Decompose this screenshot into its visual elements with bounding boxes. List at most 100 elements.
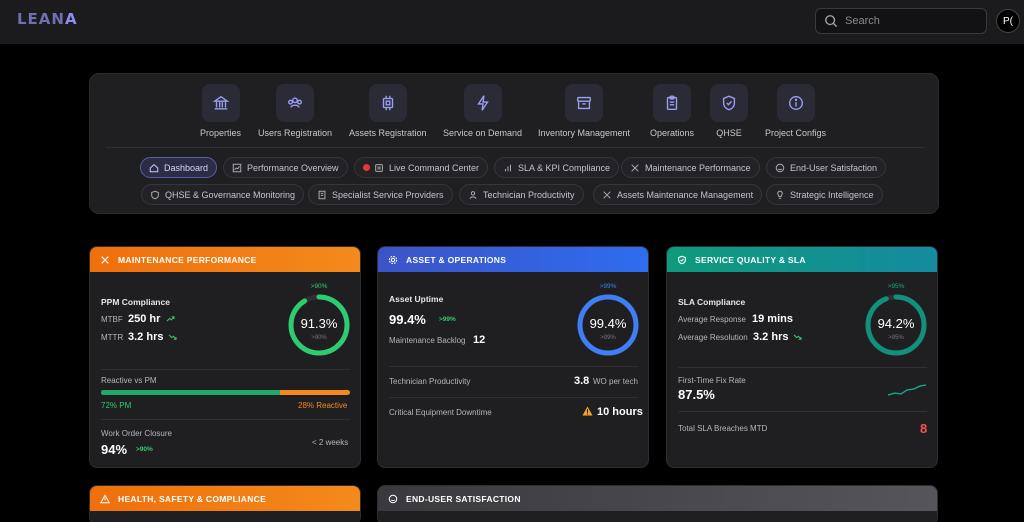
- mtbf-value: 250 hr: [128, 313, 161, 325]
- user-avatar[interactable]: P(: [996, 9, 1020, 33]
- card-title: SERVICE QUALITY & SLA: [695, 254, 806, 265]
- module-operations[interactable]: Operations: [650, 84, 694, 138]
- productivity-unit: WO per tech: [593, 377, 638, 386]
- tab-label: Maintenance Performance: [645, 162, 751, 173]
- divider: [389, 397, 638, 398]
- closure-time: < 2 weeks: [312, 438, 349, 447]
- tab-sla-kpi-compliance[interactable]: SLA & KPI Compliance: [494, 157, 620, 178]
- divider: [389, 366, 638, 367]
- tab-label: QHSE & Governance Monitoring: [165, 189, 296, 200]
- pm-bar-fill: [101, 390, 281, 395]
- module-label: Users Registration: [258, 128, 333, 138]
- shield-check-icon: [722, 95, 736, 111]
- gauge-arc: [288, 294, 350, 356]
- module-assets-registration[interactable]: Assets Registration: [349, 84, 427, 138]
- search-icon: [825, 15, 838, 28]
- asset-operations-card: ASSET & OPERATIONS Asset Uptime 99.4% >9…: [377, 246, 649, 468]
- module-users-registration[interactable]: Users Registration: [258, 84, 332, 138]
- module-label: Operations: [650, 128, 695, 138]
- tab-end-user-satisfaction[interactable]: End-User Satisfaction: [766, 157, 887, 178]
- card-title: END-USER SATISFACTION: [406, 493, 521, 504]
- trend-down-icon: [168, 334, 177, 340]
- tab-strategic-intelligence[interactable]: Strategic Intelligence: [766, 184, 883, 205]
- bank-icon: [212, 95, 229, 110]
- card-header: ASSET & OPERATIONS: [378, 247, 648, 272]
- uptime-gauge: 99.4% >99%: [575, 292, 641, 358]
- gauge-value: 94.2%: [877, 316, 915, 331]
- module-inventory-management[interactable]: Inventory Management: [538, 84, 630, 138]
- productivity-label: Technician Productivity: [389, 377, 471, 386]
- sparkline: [887, 384, 927, 396]
- tab-label: Technician Productivity: [483, 189, 575, 200]
- ppm-gauge: 91.3% >90%: [286, 292, 352, 358]
- downtime-value: 10 hours: [597, 406, 643, 418]
- module-label: Project Configs: [765, 128, 827, 138]
- tab-technician-productivity[interactable]: Technician Productivity: [459, 184, 584, 205]
- backlog-value: 12: [473, 334, 486, 346]
- mtbf-label: MTBF: [101, 315, 123, 324]
- tab-assets-maintenance-management[interactable]: Assets Maintenance Management: [593, 184, 763, 205]
- downtime-label: Critical Equipment Downtime: [389, 408, 492, 417]
- live-indicator: [363, 164, 370, 171]
- card-title: ASSET & OPERATIONS: [406, 254, 507, 265]
- backlog-label: Maintenance Backlog: [389, 336, 466, 345]
- gauge-value: 99.4%: [589, 316, 627, 331]
- gauge-target: >90%: [310, 283, 328, 290]
- uptime-target: >99%: [439, 316, 456, 323]
- shield-check-icon: [678, 255, 686, 264]
- gauge-sub: >99%: [600, 335, 616, 341]
- module-bar: Properties Users Registration Assets Reg…: [90, 84, 940, 144]
- response-label: Average Response: [678, 315, 746, 324]
- module-qhse[interactable]: QHSE: [710, 84, 748, 138]
- search-box[interactable]: [815, 8, 987, 34]
- top-bar: LEANA P(: [0, 0, 1024, 44]
- module-label: Assets Registration: [349, 128, 427, 138]
- tab-live-command-center[interactable]: Live Command Center: [354, 157, 489, 178]
- smile-icon: [388, 494, 398, 503]
- tab-label: Live Command Center: [389, 162, 480, 173]
- module-label: QHSE: [716, 128, 742, 138]
- divider: [678, 411, 927, 412]
- card-header: END-USER SATISFACTION: [378, 486, 937, 511]
- person-icon: [469, 190, 477, 199]
- search-input[interactable]: [845, 15, 975, 27]
- live-icon: [375, 163, 383, 172]
- info-icon: [788, 96, 803, 110]
- gauge-arc: [865, 294, 927, 356]
- clipboard-icon: [666, 95, 678, 110]
- module-project-configs[interactable]: Project Configs: [765, 84, 826, 138]
- app-logo[interactable]: LEANA: [17, 10, 78, 28]
- chart-icon: [232, 163, 242, 172]
- tab-label: Dashboard: [164, 162, 209, 173]
- pm-text: 72% PM: [101, 401, 132, 410]
- trend-up-icon: [166, 316, 175, 322]
- gauge-target: >95%: [887, 283, 905, 290]
- resolution-value: 3.2 hrs: [753, 331, 789, 343]
- closure-target: >90%: [136, 446, 153, 453]
- warning-icon: [100, 493, 110, 503]
- service-quality-sla-card: SERVICE QUALITY & SLA SLA Compliance Ave…: [666, 246, 938, 468]
- card-header: SERVICE QUALITY & SLA: [667, 247, 937, 272]
- mttr-label: MTTR: [101, 333, 124, 342]
- tab-dashboard[interactable]: Dashboard: [140, 157, 218, 178]
- warning-icon: [582, 406, 593, 416]
- module-label: Properties: [200, 128, 242, 138]
- ftf-value: 87.5%: [678, 387, 715, 402]
- navigation-panel: Properties Users Registration Assets Reg…: [89, 73, 939, 214]
- tab-label: Specialist Service Providers: [332, 189, 444, 200]
- tab-maintenance-performance[interactable]: Maintenance Performance: [621, 157, 760, 178]
- module-service-on-demand[interactable]: Service on Demand: [443, 84, 522, 138]
- module-properties[interactable]: Properties: [200, 84, 241, 138]
- bolt-icon: [476, 95, 489, 111]
- module-label: Inventory Management: [538, 128, 631, 138]
- tab-qhse-governance[interactable]: QHSE & Governance Monitoring: [141, 184, 305, 205]
- card-header: MAINTENANCE PERFORMANCE: [90, 247, 360, 272]
- tab-specialist-service-providers[interactable]: Specialist Service Providers: [308, 184, 453, 205]
- divider: [101, 419, 350, 420]
- mttr-value: 3.2 hrs: [128, 331, 164, 343]
- gauge-arc: [577, 294, 639, 356]
- tab-performance-overview[interactable]: Performance Overview: [223, 157, 348, 178]
- module-label: Service on Demand: [443, 128, 523, 138]
- chip-icon: [382, 95, 393, 111]
- resolution-label: Average Resolution: [678, 333, 748, 342]
